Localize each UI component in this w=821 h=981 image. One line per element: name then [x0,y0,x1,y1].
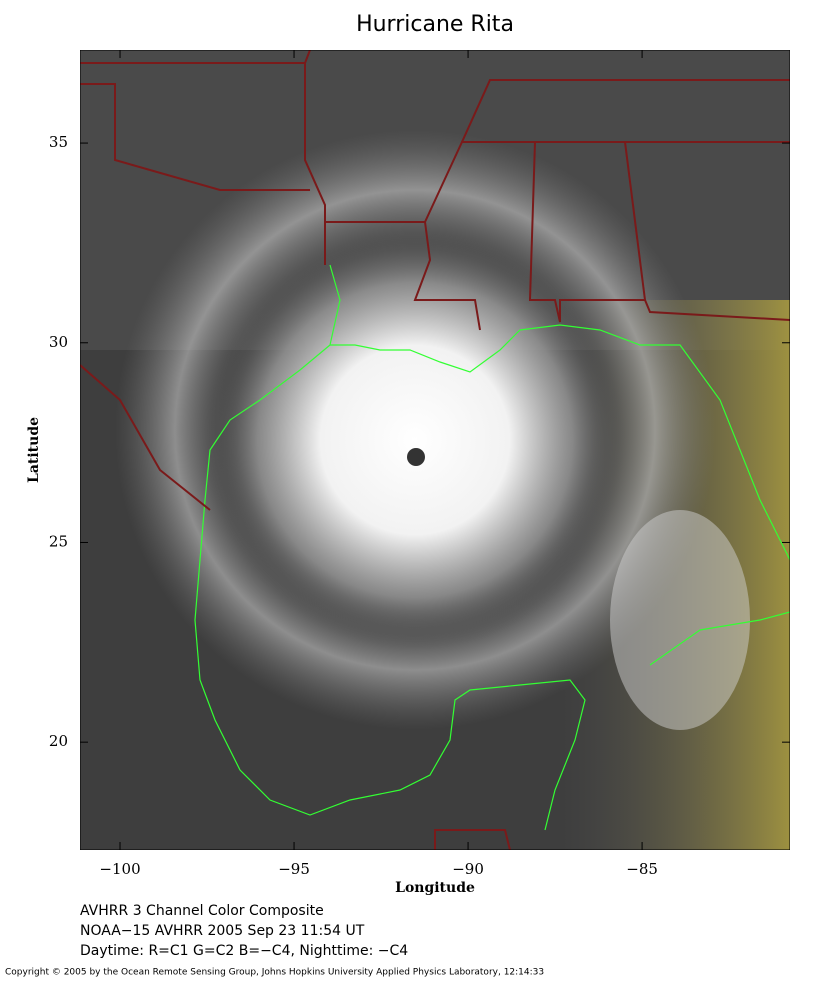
x-tick-label: −90 [452,860,484,878]
title: Hurricane Rita [356,12,514,37]
axes: −100 −95 −90 −85 20 25 30 35 [49,50,790,878]
y-tick-label: 30 [49,333,68,351]
caption: NOAA−15 AVHRR 2005 Sep 23 11:54 UT [80,923,365,939]
caption: Daytime: R=C1 G=C2 B=−C4, Nighttime: −C4 [80,943,408,959]
y-tick-label: 20 [49,732,68,750]
y-axis-label: Latitude [26,417,42,483]
satellite-image [80,50,790,850]
copyright: Copyright © 2005 by the Ocean Remote Sen… [5,968,544,978]
y-tick-label: 25 [49,532,68,550]
x-tick-label: −95 [278,860,310,878]
x-axis-label: Longitude [395,880,475,896]
x-tick-label: −85 [626,860,658,878]
caption: AVHRR 3 Channel Color Composite [80,903,324,919]
y-tick-label: 35 [49,133,68,151]
x-tick-label: −100 [99,860,140,878]
